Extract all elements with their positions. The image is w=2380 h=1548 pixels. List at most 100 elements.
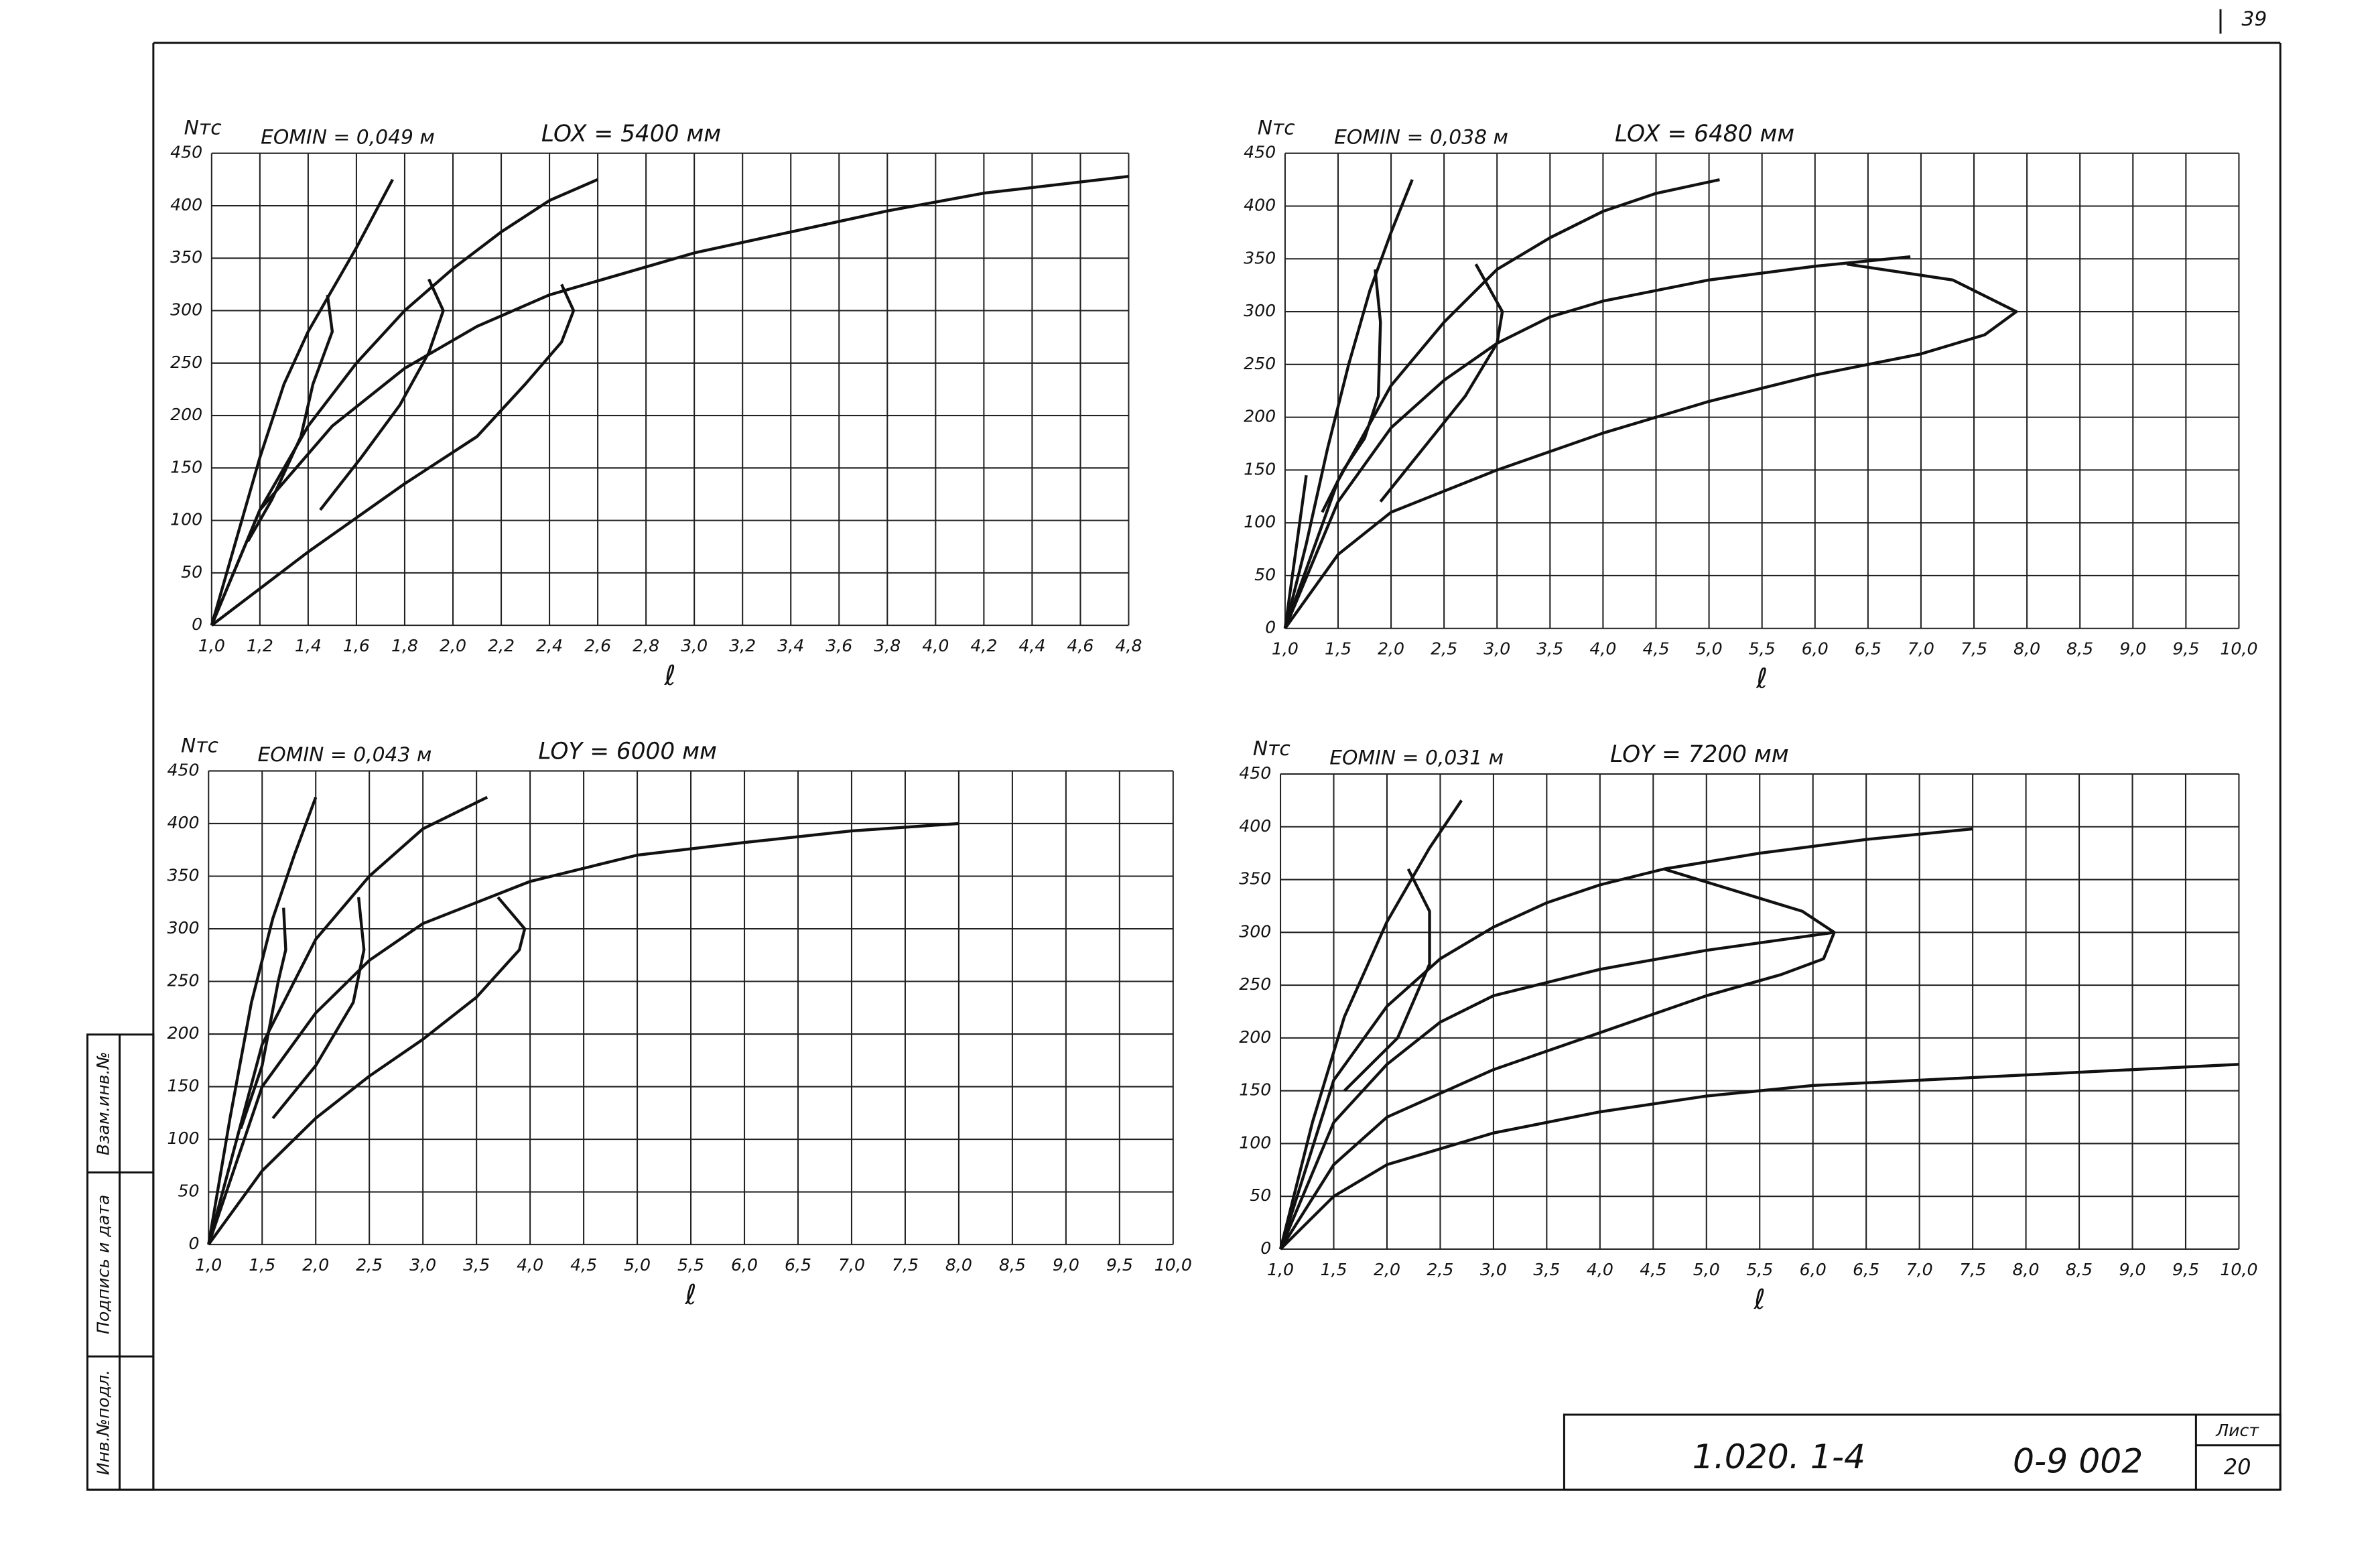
x-tick-label: 3,4 <box>777 636 804 655</box>
x-tick-label: 2,8 <box>633 636 659 655</box>
x-tick-label: 7,5 <box>1961 639 1987 659</box>
x-tick-label: 5,5 <box>1749 639 1776 659</box>
curve <box>207 896 527 1246</box>
curve <box>1279 867 1836 1250</box>
x-tick-label: 4,4 <box>1018 636 1045 655</box>
x-tick-label: 2,0 <box>1374 1260 1400 1279</box>
y-tick-label: 400 <box>167 813 199 832</box>
curve <box>1279 931 1835 1250</box>
x-tick-label: 2,6 <box>584 636 611 655</box>
x-tick-label: 7,0 <box>1906 1260 1933 1279</box>
x-tick-label: 9,0 <box>2119 639 2146 659</box>
annotation: EOMIN = 0,049 м <box>261 125 435 149</box>
x-tick-label: 4,5 <box>570 1255 597 1275</box>
x-tick-label: 8,5 <box>2066 1260 2093 1279</box>
x-tick-label: 8,5 <box>999 1255 1026 1275</box>
x-tick-label: 2,5 <box>1431 639 1457 659</box>
stamp-text: Взам.инв.№ <box>94 1051 113 1155</box>
y-tick-label: 150 <box>170 457 202 476</box>
x-tick-label: 4,0 <box>922 636 949 655</box>
x-tick-label: 1,0 <box>195 1255 222 1275</box>
curve <box>207 796 318 1245</box>
y-tick-label: 350 <box>167 865 199 885</box>
curve <box>207 795 488 1245</box>
curve <box>319 278 445 511</box>
x-tick-label: 5,0 <box>1696 639 1723 659</box>
drawing-code: 0-9 002 <box>2013 1441 2143 1481</box>
x-tick-label: 3,6 <box>825 636 852 655</box>
x-tick-label: 3,8 <box>874 636 901 655</box>
x-tick-label: 4,5 <box>1642 639 1669 659</box>
y-tick-label: 200 <box>1244 407 1276 426</box>
x-tick-label: 8,5 <box>2066 639 2093 659</box>
x-tick-label: 6,0 <box>731 1255 758 1275</box>
y-tick-label: 250 <box>1239 974 1271 994</box>
curve <box>1283 178 1720 629</box>
curve <box>1343 868 1431 1092</box>
x-tick-label: 10,0 <box>1154 1255 1192 1275</box>
x-tick-label: 4,2 <box>970 636 997 655</box>
y-tick-label: 50 <box>181 562 202 582</box>
y-axis-label: Nтс <box>184 117 222 140</box>
x-tick-label: 4,0 <box>1587 1260 1613 1279</box>
x-tick-label: 1,5 <box>249 1255 275 1275</box>
x-axis-label: ℓ <box>1754 1283 1766 1315</box>
x-tick-label: 2,4 <box>536 636 563 655</box>
x-tick-label: 3,0 <box>409 1255 436 1275</box>
x-tick-label: 7,0 <box>1908 639 1934 659</box>
x-axis-label: ℓ <box>664 659 676 692</box>
sheet-number: 39 <box>2241 7 2267 31</box>
x-tick-label: 2,5 <box>1427 1260 1453 1279</box>
x-tick-label: 7,5 <box>892 1255 919 1275</box>
x-tick-label: 1,8 <box>391 636 418 655</box>
x-tick-label: 3,0 <box>1483 639 1510 659</box>
y-tick-label: 350 <box>170 247 202 267</box>
sheet-label: Лист <box>2215 1421 2259 1440</box>
x-tick-label: 1,0 <box>1272 639 1299 659</box>
curve <box>210 174 1129 626</box>
x-tick-label: 1,0 <box>198 636 225 655</box>
y-tick-label: 350 <box>1244 248 1276 267</box>
x-tick-label: 1,5 <box>1320 1260 1347 1279</box>
curve <box>1278 799 1463 1250</box>
y-tick-label: 100 <box>170 510 202 529</box>
chart-title: LOY = 6000 мм <box>538 738 717 765</box>
y-tick-label: 350 <box>1239 869 1271 889</box>
x-tick-label: 5,5 <box>1746 1260 1773 1279</box>
x-tick-label: 3,5 <box>1536 639 1563 659</box>
y-tick-label: 450 <box>1239 763 1271 783</box>
x-tick-label: 2,0 <box>440 636 466 655</box>
y-tick-label: 250 <box>167 971 199 990</box>
y-tick-label: 50 <box>1254 565 1276 584</box>
x-tick-label: 6,5 <box>785 1255 811 1275</box>
curve <box>1279 1063 2239 1250</box>
y-tick-label: 300 <box>170 300 202 320</box>
curve <box>1283 474 1308 629</box>
x-tick-label: 9,0 <box>2119 1260 2145 1279</box>
y-tick-label: 300 <box>167 918 199 938</box>
x-tick-label: 7,0 <box>838 1255 865 1275</box>
stamp-text: Инв.№подл. <box>94 1370 113 1476</box>
y-tick-label: 0 <box>192 615 202 634</box>
stamp-text: Подпись и дата <box>94 1195 113 1334</box>
y-tick-label: 0 <box>189 1234 200 1253</box>
curve <box>271 897 366 1120</box>
x-tick-label: 5,0 <box>1693 1260 1720 1279</box>
y-axis-label: Nтс <box>1258 117 1295 140</box>
document-code: 1.020. 1-4 <box>1693 1437 1865 1476</box>
x-tick-label: 3,5 <box>1533 1260 1560 1279</box>
annotation: EOMIN = 0,031 м <box>1329 747 1504 770</box>
x-tick-label: 8,0 <box>2013 639 2040 659</box>
x-tick-label: 4,8 <box>1115 636 1142 655</box>
x-tick-label: 2,5 <box>356 1255 383 1275</box>
y-tick-label: 0 <box>1265 618 1276 637</box>
sheet-value: 20 <box>2224 1454 2251 1480</box>
x-tick-label: 4,6 <box>1067 636 1094 655</box>
x-tick-label: 3,0 <box>1480 1260 1507 1279</box>
curve <box>210 283 576 627</box>
y-tick-label: 200 <box>167 1023 199 1043</box>
y-tick-label: 200 <box>1239 1027 1271 1047</box>
y-tick-label: 400 <box>170 195 202 214</box>
y-tick-label: 450 <box>170 143 202 162</box>
